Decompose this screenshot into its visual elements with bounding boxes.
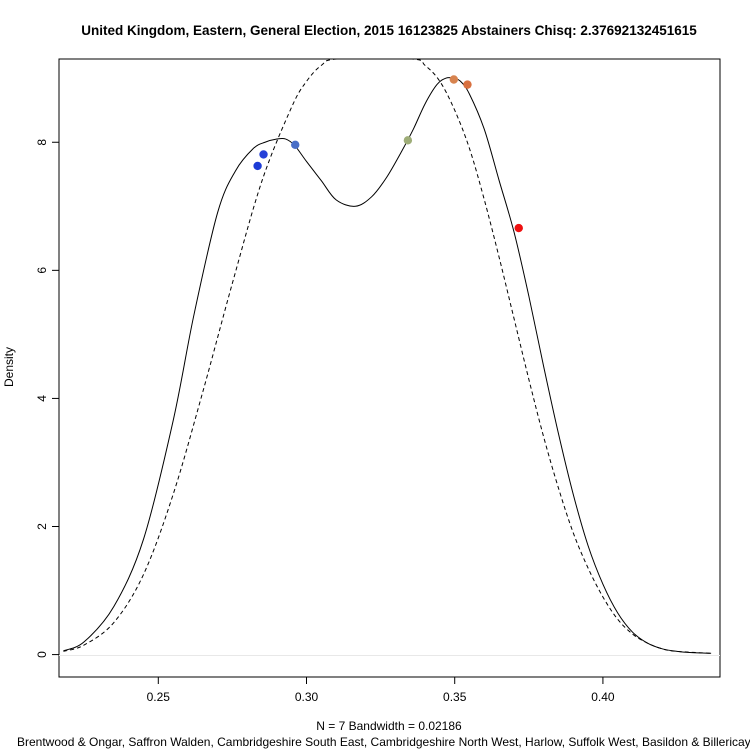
series-layer xyxy=(63,59,712,654)
plot-frame xyxy=(58,58,721,678)
data-point xyxy=(403,136,413,145)
x-axis-label: N = 7 Bandwidth = 0.02186 xyxy=(316,719,462,733)
kernel-density-line xyxy=(63,77,712,654)
x-tick-label: 0.40 xyxy=(591,690,615,704)
y-tick-label: 8 xyxy=(35,139,49,146)
y-tick-label: 0 xyxy=(35,651,49,658)
y-tick-label: 4 xyxy=(35,395,49,402)
x-tick-label: 0.25 xyxy=(147,690,171,704)
data-point xyxy=(449,75,459,84)
data-point xyxy=(253,161,262,171)
points-layer xyxy=(253,75,523,233)
data-point xyxy=(291,140,300,150)
x-tick-label: 0.30 xyxy=(295,690,319,704)
chart-title: United Kingdom, Eastern, General Electio… xyxy=(81,23,697,38)
x-axis: 0.25 0.30 0.35 0.40 xyxy=(147,676,615,704)
x-tick-label: 0.35 xyxy=(443,690,467,704)
y-tick-label: 6 xyxy=(35,267,49,274)
reference-density-line xyxy=(63,59,712,654)
chart-subtitle: Brentwood & Ongar, Saffron Walden, Cambr… xyxy=(17,735,750,749)
data-point xyxy=(463,80,472,89)
y-axis: 0 2 4 6 8 xyxy=(35,139,60,658)
y-tick-label: 2 xyxy=(35,523,49,530)
data-point xyxy=(514,223,523,233)
y-axis-label: Density xyxy=(2,347,16,387)
data-point xyxy=(259,150,268,159)
